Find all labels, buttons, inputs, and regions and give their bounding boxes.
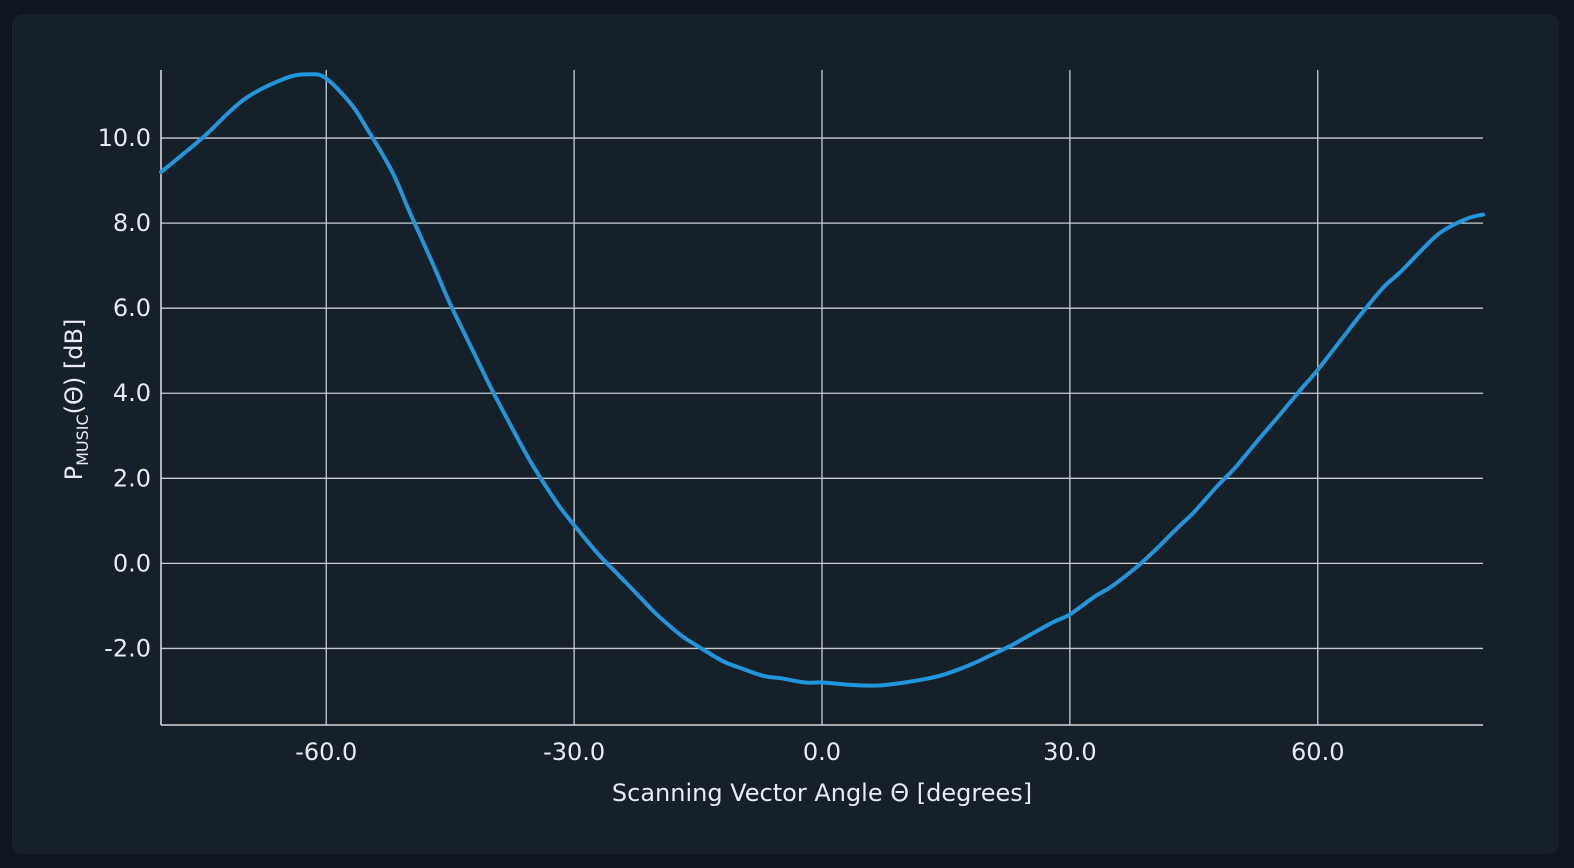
x-tick-label: -60.0 [295, 738, 357, 766]
y-axis-title: PMUSIC(Θ) [dB] [60, 319, 92, 481]
x-grid [325, 70, 1319, 725]
y-tick-label: 2.0 [113, 464, 151, 492]
y-tick-label: 6.0 [113, 294, 151, 322]
chart-panel [12, 14, 1559, 854]
y-axis-title-subscript: MUSIC [73, 414, 92, 466]
y-tick-label: 0.0 [113, 549, 151, 577]
y-tick-labels: -2.0 0.0 2.0 4.0 6.0 8.0 10.0 [98, 124, 151, 662]
y-tick-label: 4.0 [113, 379, 151, 407]
y-axis-title-main: P [60, 466, 88, 480]
x-tick-label: 60.0 [1291, 738, 1344, 766]
y-tick-label: 10.0 [98, 124, 151, 152]
x-tick-label: -30.0 [543, 738, 605, 766]
y-grid [161, 137, 1483, 650]
y-tick-label: 8.0 [113, 209, 151, 237]
x-axis-title: Scanning Vector Angle Θ [degrees] [612, 779, 1032, 807]
y-axis-title-suffix: (Θ) [dB] [60, 319, 88, 415]
x-tick-label: 0.0 [803, 738, 841, 766]
series-group [159, 72, 1485, 688]
x-tick-labels: -60.0 -30.0 0.0 30.0 60.0 [295, 738, 1344, 766]
series-line-0 [159, 72, 1485, 688]
y-tick-label: -2.0 [104, 634, 151, 662]
x-tick-label: 30.0 [1043, 738, 1096, 766]
